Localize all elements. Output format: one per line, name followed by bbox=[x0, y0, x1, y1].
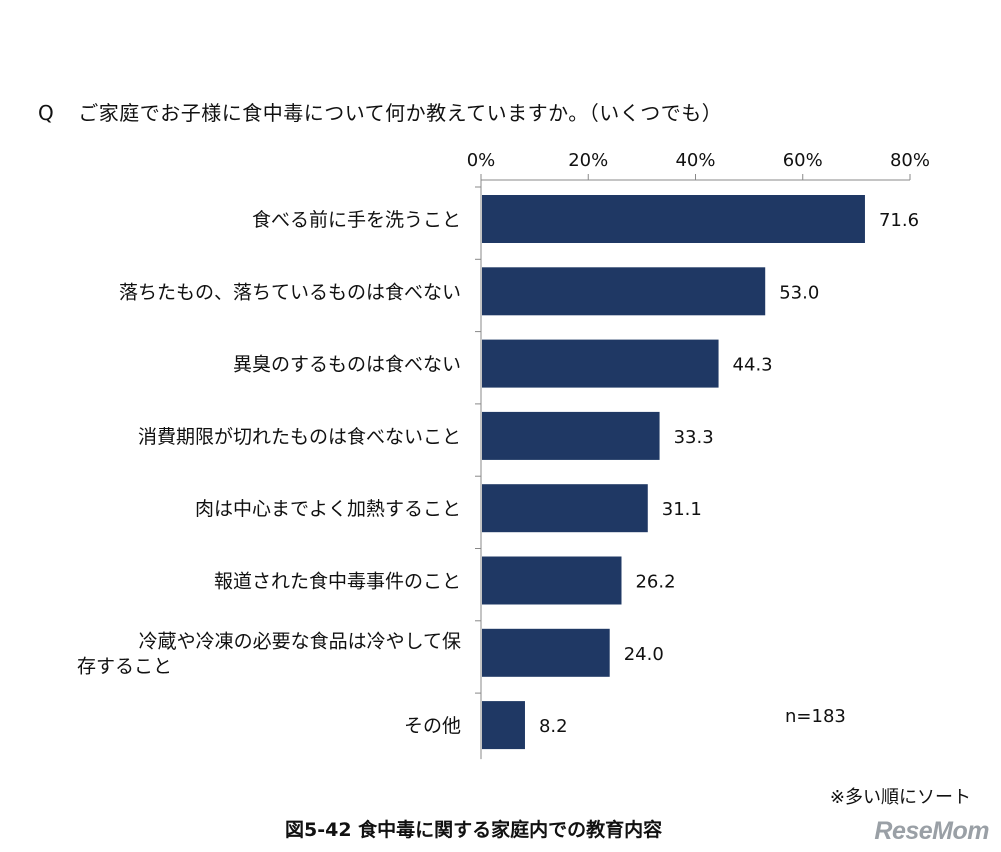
bar-value-label: 44.3 bbox=[733, 355, 773, 376]
category-label: 存すること bbox=[77, 655, 172, 677]
bar-series: 71.6 53.0 44.3 33.3 31.1 26.2 24.0 8.2 bbox=[482, 195, 919, 750]
bar bbox=[482, 628, 610, 677]
resemom-logo: ReseMom bbox=[874, 817, 989, 845]
category-label: 報道された食中毒事件のこと bbox=[214, 571, 461, 593]
x-tick-label: 20% bbox=[568, 150, 608, 171]
bar bbox=[482, 701, 525, 750]
category-labels: 食べる前に手を洗うこと落ちたもの、落ちているものは食べない異臭のするものは食べな… bbox=[77, 209, 461, 737]
bar-value-label: 31.1 bbox=[662, 499, 702, 520]
bar bbox=[482, 484, 648, 533]
x-axis: 0% 20% 40% 60% 80% bbox=[467, 150, 930, 760]
bar bbox=[482, 411, 660, 460]
category-label: その他 bbox=[404, 715, 461, 737]
question-prefix: Q bbox=[38, 101, 55, 125]
x-tick-label: 60% bbox=[783, 150, 823, 171]
category-label: 落ちたもの、落ちているものは食べない bbox=[119, 281, 461, 303]
bar-value-label: 26.2 bbox=[635, 572, 675, 593]
sort-note: ※多い順にソート bbox=[829, 787, 971, 808]
x-tick-label: 0% bbox=[467, 150, 496, 171]
bar-value-label: 24.0 bbox=[624, 644, 664, 665]
bar-value-label: 33.3 bbox=[674, 427, 714, 448]
bar-value-label: 71.6 bbox=[879, 210, 919, 231]
category-label: 食べる前に手を洗うこと bbox=[252, 209, 461, 231]
question-text: ご家庭でお子様に食中毒について何か教えていますか。（いくつでも） bbox=[78, 101, 723, 125]
bar bbox=[482, 267, 766, 316]
survey-question: Q ご家庭でお子様に食中毒について何か教えていますか。（いくつでも） bbox=[38, 97, 722, 126]
sample-size-note: n=183 bbox=[785, 706, 846, 727]
category-label: 肉は中心までよく加熱すること bbox=[195, 498, 461, 520]
x-tick-label: 80% bbox=[890, 150, 930, 171]
figure-caption: 図5-42 食中毒に関する家庭内での教育内容 bbox=[285, 819, 663, 841]
bar bbox=[482, 339, 719, 388]
bar-value-label: 53.0 bbox=[779, 282, 819, 303]
bar bbox=[482, 556, 622, 605]
category-label: 消費期限が切れたものは食べないこと bbox=[138, 426, 461, 448]
bar-value-label: 8.2 bbox=[539, 716, 568, 737]
bar bbox=[482, 195, 865, 243]
x-tick-label: 40% bbox=[675, 150, 715, 171]
category-label: 異臭のするものは食べない bbox=[233, 354, 461, 376]
category-label: 冷蔵や冷凍の必要な食品は冷やして保 bbox=[139, 630, 461, 652]
